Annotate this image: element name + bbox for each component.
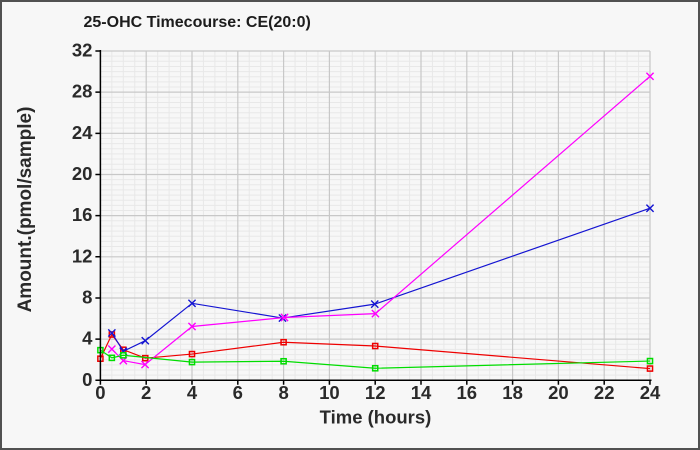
svg-text:8: 8	[82, 286, 92, 307]
svg-text:24: 24	[640, 382, 661, 403]
svg-text:20: 20	[548, 382, 569, 403]
svg-text:0: 0	[82, 369, 92, 390]
svg-text:10: 10	[319, 382, 340, 403]
svg-text:12: 12	[365, 382, 386, 403]
svg-text:12: 12	[72, 245, 93, 266]
svg-text:8: 8	[278, 382, 288, 403]
svg-text:4: 4	[187, 382, 198, 403]
svg-text:20: 20	[72, 163, 93, 184]
svg-text:4: 4	[82, 328, 93, 349]
svg-text:Time (hours): Time (hours)	[320, 407, 432, 428]
svg-text:32: 32	[72, 40, 93, 61]
svg-text:6: 6	[233, 382, 243, 403]
svg-text:Amount.(pmol/sample): Amount.(pmol/sample)	[15, 107, 36, 313]
svg-text:22: 22	[594, 382, 615, 403]
svg-text:0: 0	[95, 382, 105, 403]
svg-text:2: 2	[141, 382, 151, 403]
svg-text:24: 24	[72, 122, 93, 143]
svg-text:25-OHC Timecourse: CE(20:0): 25-OHC Timecourse: CE(20:0)	[84, 14, 311, 31]
svg-text:18: 18	[502, 382, 523, 403]
svg-text:28: 28	[72, 81, 93, 102]
svg-text:16: 16	[72, 204, 93, 225]
svg-text:16: 16	[457, 382, 478, 403]
svg-text:14: 14	[411, 382, 432, 403]
